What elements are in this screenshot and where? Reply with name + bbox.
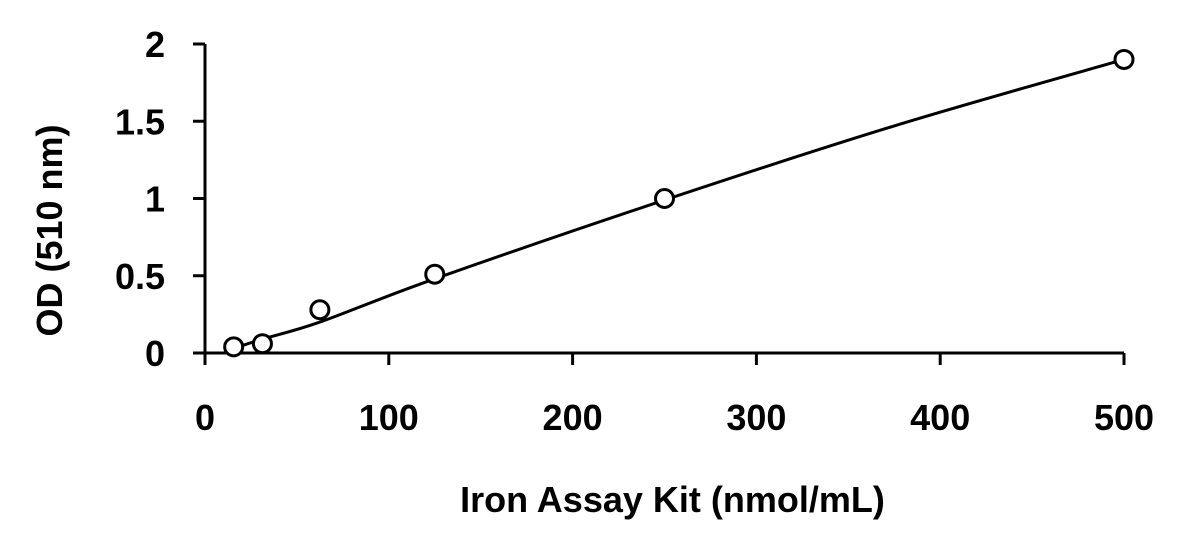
data-point xyxy=(251,333,273,355)
x-tick-label: 0 xyxy=(195,397,215,438)
x-ticks: 0 100 200 300 400 500 xyxy=(195,353,1154,438)
y-tick-label: 1 xyxy=(145,179,165,220)
x-axis-title: Iron Assay Kit (nmol/mL) xyxy=(460,479,885,520)
data-point xyxy=(223,336,245,358)
x-tick-label: 400 xyxy=(910,397,970,438)
x-tick-label: 200 xyxy=(543,397,603,438)
y-tick-label: 2 xyxy=(145,24,165,65)
y-tick-label: 0.5 xyxy=(115,256,165,297)
trendline xyxy=(233,58,1125,350)
data-points xyxy=(223,48,1135,358)
x-tick-label: 300 xyxy=(726,397,786,438)
data-point xyxy=(309,299,331,321)
x-tick-label: 500 xyxy=(1094,397,1154,438)
y-tick-label: 0 xyxy=(145,333,165,374)
y-ticks: 0 0.5 1 1.5 2 xyxy=(115,24,205,374)
y-axis-title: OD (510 nm) xyxy=(29,124,70,336)
y-tick-label: 1.5 xyxy=(115,101,165,142)
x-tick-label: 100 xyxy=(359,397,419,438)
data-point xyxy=(424,263,446,285)
data-point xyxy=(1113,48,1135,70)
data-point xyxy=(654,188,675,209)
